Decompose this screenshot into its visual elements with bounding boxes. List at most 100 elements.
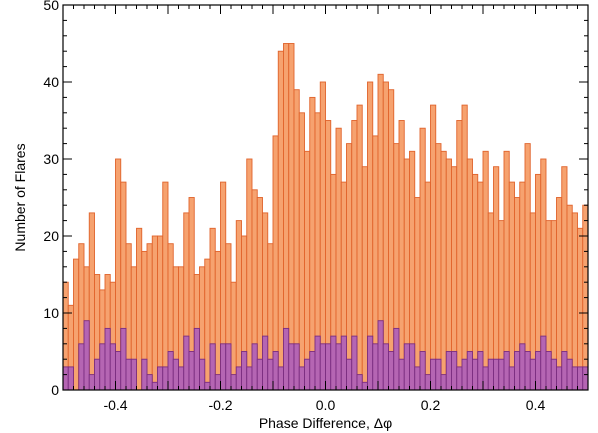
- bar-series1-bin82: [493, 358, 500, 391]
- bar-series0-bin46: [304, 150, 311, 391]
- bar-series1-bin38: [262, 335, 269, 391]
- bar-series0-bin76: [461, 104, 468, 391]
- bar-series1-bin97: [571, 366, 578, 391]
- bar-series1-bin25: [193, 327, 200, 391]
- bar-series1-bin10: [115, 351, 122, 391]
- series-0-bars: [62, 43, 589, 391]
- bar-series0-bin97: [571, 212, 578, 391]
- bar-series1-bin76: [461, 358, 468, 391]
- bar-series1-bin58: [367, 335, 374, 391]
- bar-series0-bin57: [361, 166, 368, 391]
- bar-series0-bin17: [151, 235, 158, 391]
- bar-series1-bin88: [524, 351, 531, 391]
- bar-series1-bin20: [167, 351, 174, 391]
- bar-series0-bin70: [430, 104, 437, 391]
- bar-series1-bin84: [503, 351, 510, 391]
- bar-series0-bin47: [309, 96, 316, 391]
- bar-series0-bin62: [388, 89, 395, 391]
- bar-series0-bin14: [136, 227, 143, 391]
- bar-series1-bin12: [125, 358, 132, 391]
- bar-series1-bin16: [146, 374, 153, 391]
- bar-series1-bin87: [519, 343, 526, 391]
- plot-frame: [62, 4, 589, 391]
- bar-series1-bin28: [209, 343, 216, 391]
- bar-series0-bin27: [204, 258, 211, 391]
- bar-series1-bin13: [130, 358, 137, 391]
- bar-series1-bin40: [272, 351, 279, 391]
- x-tick-label: 0.2: [421, 397, 441, 413]
- bar-series1-bin11: [120, 327, 127, 391]
- bar-series0-bin85: [508, 181, 515, 391]
- bar-series1-bin56: [356, 374, 363, 391]
- bar-series1-bin42: [283, 327, 290, 391]
- bar-series0-bin68: [419, 127, 426, 391]
- bar-series1-bin80: [482, 366, 489, 391]
- bar-series0-bin41: [277, 50, 284, 391]
- bar-series1-bin49: [319, 343, 326, 391]
- bar-series1-bin29: [214, 374, 221, 391]
- x-tick-label: 0.4: [526, 397, 546, 413]
- y-tick-label: 50: [43, 0, 59, 13]
- bar-series0-bin78: [472, 173, 479, 391]
- bar-series1-bin21: [172, 358, 179, 391]
- bar-series1-bin3: [78, 343, 85, 391]
- bar-series1-bin26: [199, 358, 206, 391]
- bar-series1-bin8: [104, 327, 111, 391]
- bar-series1-bin7: [99, 343, 106, 391]
- bar-series1-bin89: [529, 358, 536, 391]
- bar-series1-bin53: [340, 335, 347, 391]
- bar-series1-bin73: [445, 351, 452, 391]
- bar-series1-bin61: [382, 343, 389, 391]
- bar-series0-bin32: [230, 281, 237, 391]
- bar-series0-bin94: [556, 197, 563, 391]
- bar-series1-bin77: [466, 351, 473, 391]
- bar-series0-bin2: [73, 258, 80, 391]
- bar-series1-bin83: [498, 358, 505, 391]
- bar-series0-bin56: [356, 104, 363, 391]
- y-tick-label: 10: [43, 305, 59, 321]
- bar-series1-bin6: [94, 358, 101, 391]
- bar-series1-bin71: [435, 358, 442, 391]
- bar-series1-bin92: [545, 351, 552, 391]
- bar-series1-bin64: [398, 358, 405, 391]
- bar-series0-bin69: [424, 181, 431, 391]
- bar-series1-bin15: [141, 358, 148, 391]
- bar-series1-bin24: [188, 351, 195, 391]
- bar-series1-bin33: [235, 366, 242, 391]
- bar-series1-bin57: [361, 381, 368, 391]
- y-tick-label: 40: [43, 74, 59, 90]
- bar-series1-bin0: [62, 366, 69, 391]
- bar-series1-bin55: [351, 335, 358, 391]
- bar-series1-bin54: [346, 358, 353, 391]
- bar-series1-bin94: [556, 366, 563, 391]
- bar-series1-bin30: [220, 343, 227, 391]
- bar-series1-bin37: [256, 358, 263, 391]
- bar-series0-bin80: [482, 150, 489, 391]
- bar-series0-bin19: [162, 181, 169, 391]
- x-tick-label: -0.4: [103, 397, 127, 413]
- bar-series1-bin69: [424, 374, 431, 391]
- bar-series0-bin29: [214, 250, 221, 391]
- bar-series1-bin41: [277, 366, 284, 391]
- bar-series1-bin39: [267, 358, 274, 391]
- bar-series1-bin62: [388, 351, 395, 391]
- bar-series1-bin91: [540, 335, 547, 391]
- y-tick-label: 0: [51, 382, 59, 398]
- bar-series0-bin16: [146, 243, 153, 391]
- ticks-layer: [62, 4, 589, 391]
- bar-series1-bin35: [246, 366, 253, 391]
- bar-series0-bin35: [246, 158, 253, 391]
- bar-series1-bin90: [535, 351, 542, 391]
- bar-series1-bin72: [440, 374, 447, 391]
- bar-series1-bin79: [477, 351, 484, 391]
- bar-series1-bin17: [151, 381, 158, 391]
- bar-series1-bin23: [183, 335, 190, 391]
- bar-series1-bin31: [225, 343, 232, 391]
- bar-series1-bin93: [550, 358, 557, 391]
- bar-series0-bin45: [298, 112, 305, 391]
- bar-series0-bin67: [414, 197, 421, 391]
- bar-series1-bin85: [508, 366, 515, 391]
- bar-series0-bin33: [235, 220, 242, 391]
- bar-series1-bin32: [230, 374, 237, 391]
- bar-series1-bin45: [298, 366, 305, 391]
